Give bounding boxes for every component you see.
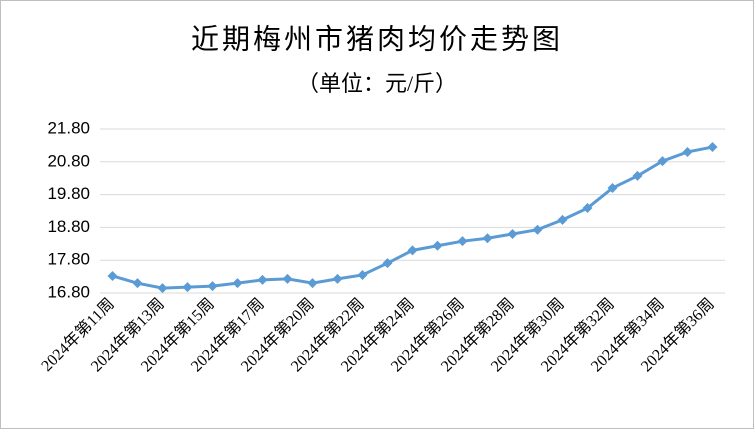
- marker: [282, 273, 293, 284]
- marker: [557, 214, 568, 225]
- marker: [107, 270, 118, 281]
- marker: [382, 258, 393, 269]
- y-tick-label: 18.80: [47, 217, 90, 236]
- marker: [132, 278, 143, 289]
- chart-title: 近期梅州市猪肉均价走势图: [191, 23, 563, 55]
- marker: [257, 274, 268, 285]
- marker: [507, 228, 518, 239]
- marker: [632, 170, 643, 181]
- marker: [332, 273, 343, 284]
- marker: [682, 146, 693, 157]
- marker: [482, 233, 493, 244]
- marker: [457, 236, 468, 247]
- marker: [307, 278, 318, 289]
- marker: [582, 203, 593, 214]
- marker: [357, 269, 368, 280]
- marker: [657, 156, 668, 167]
- marker: [232, 278, 243, 289]
- marker: [607, 183, 618, 194]
- y-tick-label: 21.80: [47, 118, 90, 137]
- marker: [182, 282, 193, 293]
- marker: [707, 142, 718, 153]
- marker: [207, 281, 218, 292]
- chart-subtitle: （单位：元/斤）: [297, 71, 457, 96]
- marker: [532, 224, 543, 235]
- marker: [432, 240, 443, 251]
- y-tick-label: 20.80: [47, 151, 90, 170]
- y-tick-label: 17.80: [47, 250, 90, 269]
- marker: [157, 283, 168, 294]
- y-tick-label: 19.80: [47, 184, 90, 203]
- y-tick-label: 16.80: [47, 282, 90, 301]
- marker: [407, 245, 418, 256]
